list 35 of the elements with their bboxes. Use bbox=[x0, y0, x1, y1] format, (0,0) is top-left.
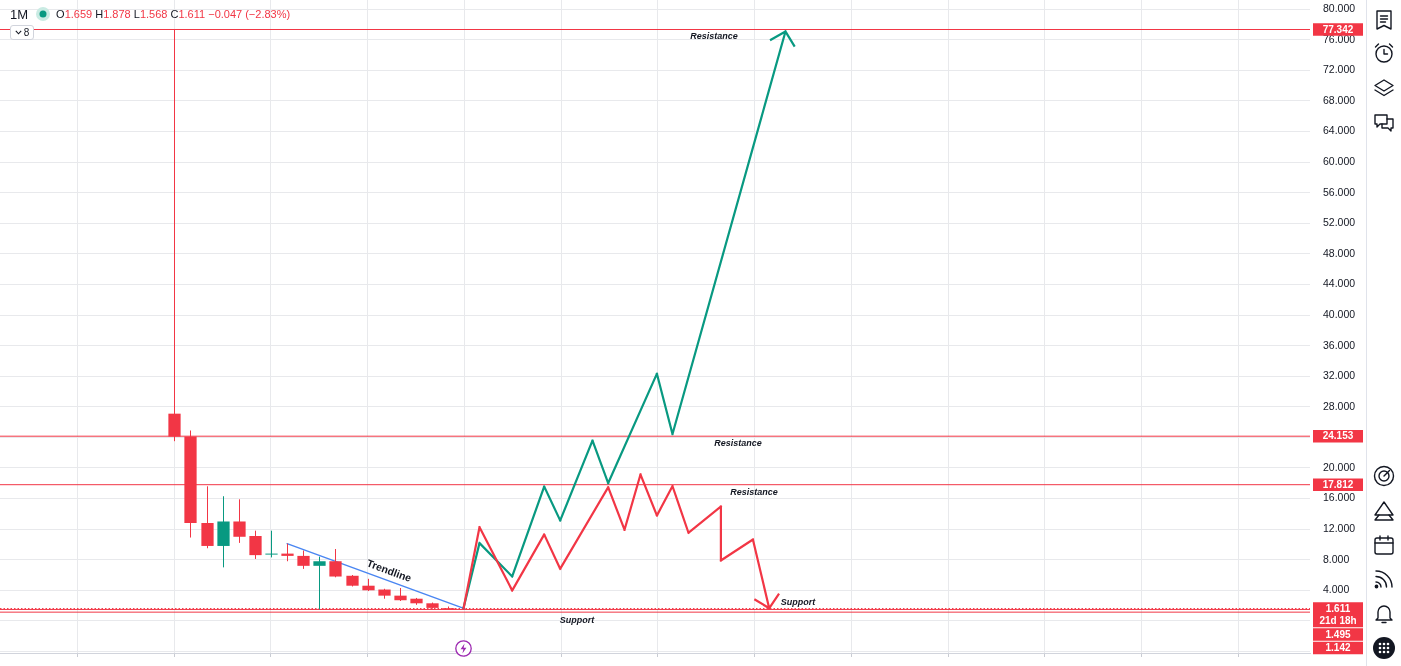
y-tick-label: 28.000 bbox=[1323, 399, 1356, 412]
ref-line-label: Support bbox=[780, 596, 817, 607]
y-tick-label: 32.000 bbox=[1323, 369, 1356, 382]
ref-line-label: Support bbox=[559, 614, 596, 625]
y-tick-label: 52.000 bbox=[1323, 216, 1356, 229]
y-tick-label: 56.000 bbox=[1323, 185, 1356, 198]
ref-line-label: Resistance bbox=[690, 30, 738, 41]
y-tick-label: 4.000 bbox=[1323, 583, 1350, 596]
y-tick-label: 8.000 bbox=[1323, 552, 1350, 565]
y-tick-label: 12.000 bbox=[1323, 522, 1356, 535]
text: 24.153 bbox=[1322, 430, 1354, 442]
text: 1.142 bbox=[1325, 642, 1351, 654]
ref-line-label: Resistance bbox=[730, 487, 778, 498]
y-tick-label: 72.000 bbox=[1323, 63, 1356, 76]
y-tick-label: 44.000 bbox=[1323, 277, 1356, 290]
text: 1M bbox=[10, 6, 29, 22]
text: 1.495 bbox=[1325, 628, 1351, 640]
y-tick-label: 60.000 bbox=[1323, 154, 1356, 167]
y-tick-label: 64.000 bbox=[1323, 124, 1356, 137]
text: 1.611 bbox=[1325, 602, 1351, 614]
y-tick-label: 76.000 bbox=[1323, 32, 1356, 45]
text: O1.659 H1.878 L1.568 C1.611 −0.047 (−2.83%) bbox=[56, 8, 291, 20]
ref-line-label: Resistance bbox=[714, 437, 762, 448]
y-tick-label: 16.000 bbox=[1323, 491, 1356, 504]
text: 21d 18h bbox=[1319, 615, 1357, 627]
y-tick-label: 48.000 bbox=[1323, 246, 1356, 259]
y-tick-label: 40.000 bbox=[1323, 307, 1356, 320]
y-tick-label: 80.000 bbox=[1323, 2, 1356, 15]
collapse-button: 8 bbox=[10, 25, 34, 40]
text: 17.812 bbox=[1322, 478, 1354, 490]
y-tick-label: 68.000 bbox=[1323, 93, 1356, 106]
y-tick-label: 36.000 bbox=[1323, 338, 1356, 351]
annotation: 8 bbox=[23, 27, 30, 38]
text: 77.342 bbox=[1322, 23, 1354, 35]
y-tick-label: 20.000 bbox=[1323, 460, 1356, 473]
